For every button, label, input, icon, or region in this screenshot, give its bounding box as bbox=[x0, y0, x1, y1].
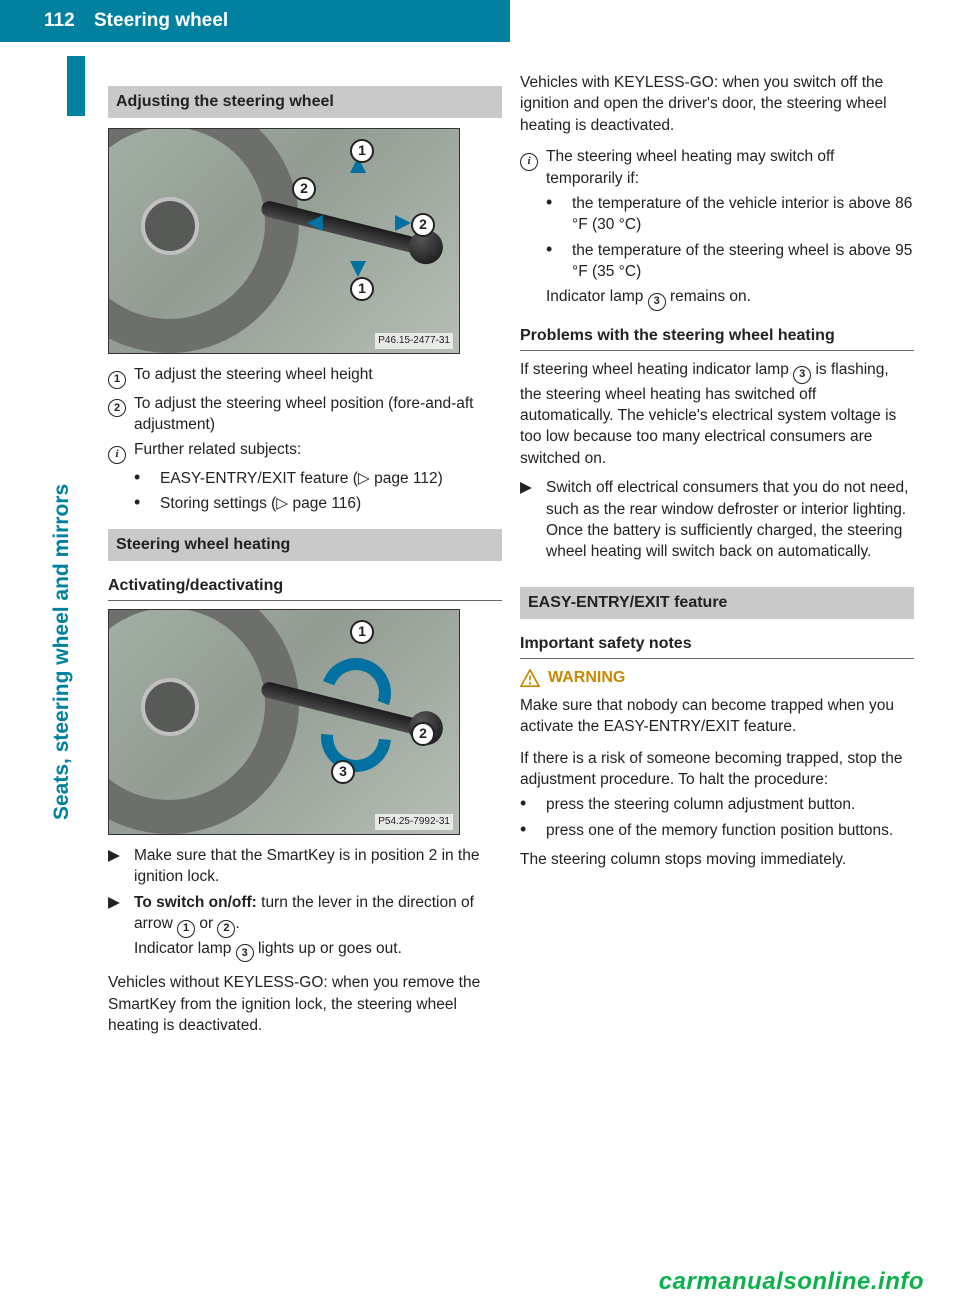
page-number: 112 bbox=[44, 10, 94, 32]
warning-label: WARNING bbox=[548, 667, 625, 689]
bullet-icon: • bbox=[134, 468, 160, 489]
step-line: ▶ Make sure that the SmartKey is in posi… bbox=[108, 845, 502, 888]
list-item: • EASY-ENTRY/EXIT feature (▷ page 112) bbox=[134, 468, 502, 489]
side-tab bbox=[67, 56, 85, 116]
list-text: the temperature of the vehicle interior … bbox=[572, 193, 914, 236]
sub-heading: Important safety notes bbox=[520, 633, 914, 659]
callout-text: To adjust the steering wheel position (f… bbox=[134, 393, 502, 436]
list-item: • the temperature of the steering wheel … bbox=[546, 240, 914, 283]
section-heading: Steering wheel heating bbox=[108, 529, 502, 561]
page-header: 112 Steering wheel bbox=[0, 0, 510, 42]
list-text: press one of the memory function positio… bbox=[546, 820, 893, 841]
step-text: Make sure that the SmartKey is in positi… bbox=[134, 845, 502, 888]
bullet-icon: • bbox=[134, 493, 160, 514]
callout-line: 2 To adjust the steering wheel position … bbox=[108, 393, 502, 436]
paragraph: Indicator lamp 3 remains on. bbox=[546, 286, 914, 311]
callout-text: To adjust the steering wheel height bbox=[134, 364, 373, 389]
callout-line: 1 To adjust the steering wheel height bbox=[108, 364, 502, 389]
list-item: • Storing settings (▷ page 116) bbox=[134, 493, 502, 514]
footer-watermark: carmanualsonline.info bbox=[659, 1268, 924, 1296]
info-text: The steering wheel heating may switch of… bbox=[546, 146, 914, 189]
callout-3: 3 bbox=[331, 760, 355, 784]
warning-triangle-icon bbox=[520, 669, 540, 687]
callout-2: 2 bbox=[411, 213, 435, 237]
section-heading: EASY-ENTRY/EXIT feature bbox=[520, 587, 914, 619]
chapter-side-label: Seats, steering wheel and mirrors bbox=[50, 484, 74, 820]
step-marker: ▶ bbox=[520, 477, 546, 563]
info-line: i Further related subjects: bbox=[108, 439, 502, 464]
step-line: ▶ To switch on/off: turn the lever in th… bbox=[108, 892, 502, 963]
info-text: Further related subjects: bbox=[134, 439, 301, 464]
page-title: Steering wheel bbox=[94, 10, 228, 32]
step-marker: ▶ bbox=[108, 845, 134, 888]
info-icon: i bbox=[520, 146, 546, 189]
step-text: To switch on/off: turn the lever in the … bbox=[134, 892, 502, 963]
paragraph: If there is a risk of someone becoming t… bbox=[520, 748, 914, 791]
info-icon: i bbox=[108, 439, 134, 464]
bullet-icon: • bbox=[546, 193, 572, 236]
bullet-icon: • bbox=[520, 820, 546, 841]
info-line: i The steering wheel heating may switch … bbox=[520, 146, 914, 189]
left-column: Adjusting the steering wheel 1 2 2 1 P46… bbox=[108, 72, 502, 1036]
callout-marker: 1 bbox=[108, 364, 134, 389]
section-heading: Adjusting the steering wheel bbox=[108, 86, 502, 118]
paragraph: Vehicles with KEYLESS-GO: when you switc… bbox=[520, 72, 914, 136]
list-text: the temperature of the steering wheel is… bbox=[572, 240, 914, 283]
sub-heading: Activating/deactivating bbox=[108, 575, 502, 601]
figure-heating-switch: 1 2 3 P54.25-7992-31 bbox=[108, 609, 460, 835]
bullet-icon: • bbox=[546, 240, 572, 283]
list-text: press the steering column adjustment but… bbox=[546, 794, 855, 815]
bullet-icon: • bbox=[520, 794, 546, 815]
list-text: EASY-ENTRY/EXIT feature (▷ page 112) bbox=[160, 468, 443, 489]
sub-heading: Problems with the steering wheel heating bbox=[520, 325, 914, 351]
step-text: Switch off electrical consumers that you… bbox=[546, 477, 914, 563]
callout-2: 2 bbox=[411, 722, 435, 746]
step-line: ▶ Switch off electrical consumers that y… bbox=[520, 477, 914, 563]
list-item: • the temperature of the vehicle interio… bbox=[546, 193, 914, 236]
callout-1: 1 bbox=[350, 139, 374, 163]
arrow-right-icon bbox=[395, 215, 411, 231]
arrow-left-icon bbox=[307, 215, 323, 231]
illus-wheel bbox=[108, 128, 299, 353]
arrow-down-icon bbox=[350, 261, 366, 277]
figure-ref: P54.25-7992-31 bbox=[375, 814, 453, 830]
callout-2: 2 bbox=[292, 177, 316, 201]
list-item: • press one of the memory function posit… bbox=[520, 820, 914, 841]
illus-wheel bbox=[108, 609, 299, 834]
figure-ref: P46.15-2477-31 bbox=[375, 333, 453, 349]
paragraph: If steering wheel heating indicator lamp… bbox=[520, 359, 914, 469]
warning-heading: WARNING bbox=[520, 667, 914, 689]
figure-steering-adjust: 1 2 2 1 P46.15-2477-31 bbox=[108, 128, 460, 354]
right-column: Vehicles with KEYLESS-GO: when you switc… bbox=[520, 72, 914, 871]
callout-marker: 2 bbox=[108, 393, 134, 436]
callout-1: 1 bbox=[350, 277, 374, 301]
callout-1: 1 bbox=[350, 620, 374, 644]
paragraph: Make sure that nobody can become trapped… bbox=[520, 695, 914, 738]
list-item: • press the steering column adjustment b… bbox=[520, 794, 914, 815]
paragraph: The steering column stops moving immedia… bbox=[520, 849, 914, 870]
paragraph: Vehicles without KEYLESS-GO: when you re… bbox=[108, 972, 502, 1036]
step-marker: ▶ bbox=[108, 892, 134, 963]
list-text: Storing settings (▷ page 116) bbox=[160, 493, 361, 514]
